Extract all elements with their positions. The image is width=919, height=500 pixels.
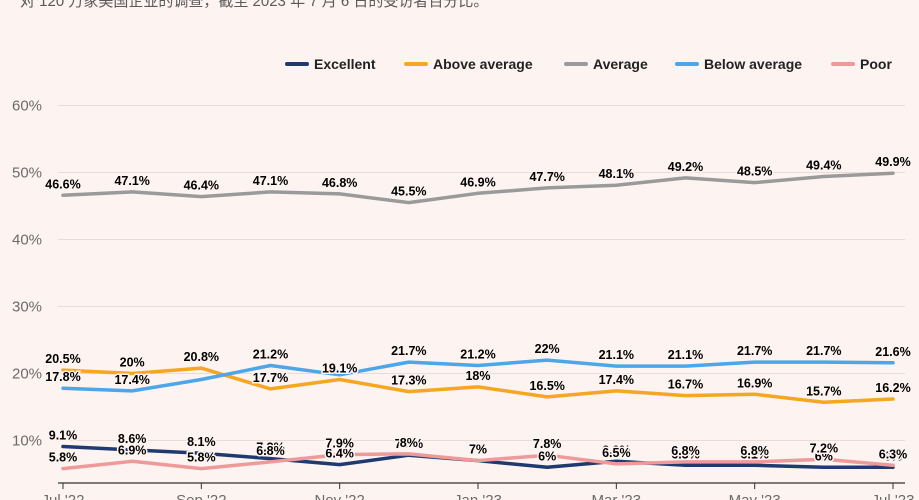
x-tick-label: Jan '23	[454, 492, 502, 500]
y-tick-label: 30%	[12, 299, 42, 316]
legend-label: Excellent	[314, 56, 376, 72]
y-tick-label: 40%	[12, 232, 42, 249]
data-label: 6%	[538, 449, 556, 463]
data-label: 49.9%	[875, 155, 910, 169]
data-label: 46.4%	[184, 179, 219, 193]
legend-label: Poor	[860, 56, 892, 72]
data-label: 6.3%	[671, 447, 700, 461]
data-label: 7.9%	[325, 437, 354, 451]
data-label: 8%	[400, 436, 418, 450]
data-label: 7%	[469, 443, 487, 457]
chart-subtitle: 对 120 万家美国企业的调查，截至 2023 年 7 月 6 日的受访者百分比…	[20, 0, 489, 10]
data-label: 7.8%	[395, 437, 424, 451]
data-label: 15.7%	[806, 384, 841, 398]
data-label: 21.7%	[391, 344, 426, 358]
data-label: 16.9%	[737, 376, 772, 390]
data-label: 17.7%	[253, 371, 288, 385]
data-label: 7.8%	[533, 437, 562, 451]
y-tick-label: 50%	[12, 165, 42, 182]
data-label: 21.2%	[253, 347, 288, 361]
data-label: 6.9%	[118, 443, 147, 457]
x-tick-label: May '23	[729, 492, 781, 500]
data-label: 16.2%	[875, 381, 910, 395]
y-tick-label: 60%	[12, 98, 42, 115]
data-label: 46.9%	[460, 175, 495, 189]
data-label: 9.1%	[49, 429, 78, 443]
data-label: 5.8%	[187, 451, 216, 465]
series-line-above-average	[61, 366, 895, 405]
data-label: 6%	[815, 449, 833, 463]
data-label: 48.1%	[599, 167, 634, 181]
data-label: 22%	[535, 342, 560, 356]
data-label: 20.5%	[45, 352, 80, 366]
data-label: 46.8%	[322, 176, 357, 190]
data-label: 46.6%	[45, 177, 80, 191]
series-line-average	[61, 171, 895, 205]
data-label: 6.1%	[740, 447, 769, 461]
data-label: 47.1%	[114, 174, 149, 188]
data-label: 49.2%	[668, 160, 703, 174]
data-label: 7.2%	[810, 441, 839, 455]
x-tick-label: Jul '22	[42, 492, 85, 500]
data-label: 6.8%	[256, 444, 285, 458]
data-label: 17.8%	[45, 370, 80, 384]
series-line-poor	[61, 452, 895, 471]
data-label: 7.3%	[256, 441, 285, 455]
data-label: 21.1%	[668, 348, 703, 362]
data-label: 21.6%	[875, 345, 910, 359]
data-label: 7%	[469, 443, 487, 457]
data-label: 21.7%	[806, 344, 841, 358]
legend-label: Above average	[433, 56, 533, 72]
y-tick-label: 20%	[12, 366, 42, 383]
series-line-below-average	[61, 358, 895, 393]
data-label: 21.2%	[460, 347, 495, 361]
data-label: 8.1%	[187, 435, 216, 449]
data-label: 16.5%	[529, 379, 564, 393]
data-label: 6.8%	[671, 444, 700, 458]
data-label: 19.1%	[322, 362, 357, 376]
data-label: 6%	[884, 449, 902, 463]
data-label: 20%	[120, 356, 145, 370]
data-label: 48.5%	[737, 165, 772, 179]
x-tick-label: Nov '22	[314, 492, 364, 500]
data-label: 45.5%	[391, 185, 426, 199]
data-label: 49.4%	[806, 159, 841, 173]
data-label: 6.4%	[325, 447, 354, 461]
y-tick-label: 10%	[12, 433, 42, 450]
data-label: 6.9%	[602, 443, 631, 457]
x-tick-label: Sep '22	[176, 492, 226, 500]
data-label: 47.7%	[529, 170, 564, 184]
data-label: 47.1%	[253, 174, 288, 188]
data-label: 21.1%	[599, 348, 634, 362]
data-label: 8.6%	[118, 432, 147, 446]
data-label: 20.8%	[184, 350, 219, 364]
data-label: 17.4%	[114, 373, 149, 387]
data-label: 16.7%	[668, 378, 703, 392]
data-label: 18%	[465, 369, 490, 383]
data-label: 6.8%	[740, 444, 769, 458]
legend-label: Below average	[704, 56, 802, 72]
data-label: 21.7%	[737, 344, 772, 358]
data-label: 6.5%	[602, 446, 631, 460]
x-tick-label: Mar '23	[592, 492, 642, 500]
data-label: 5.8%	[49, 451, 78, 465]
legend-label: Average	[593, 56, 648, 72]
data-label: 17.3%	[391, 374, 426, 388]
data-label: 6.3%	[879, 447, 908, 461]
x-tick-label: Jul '23	[872, 492, 915, 500]
data-label: 17.4%	[599, 373, 634, 387]
